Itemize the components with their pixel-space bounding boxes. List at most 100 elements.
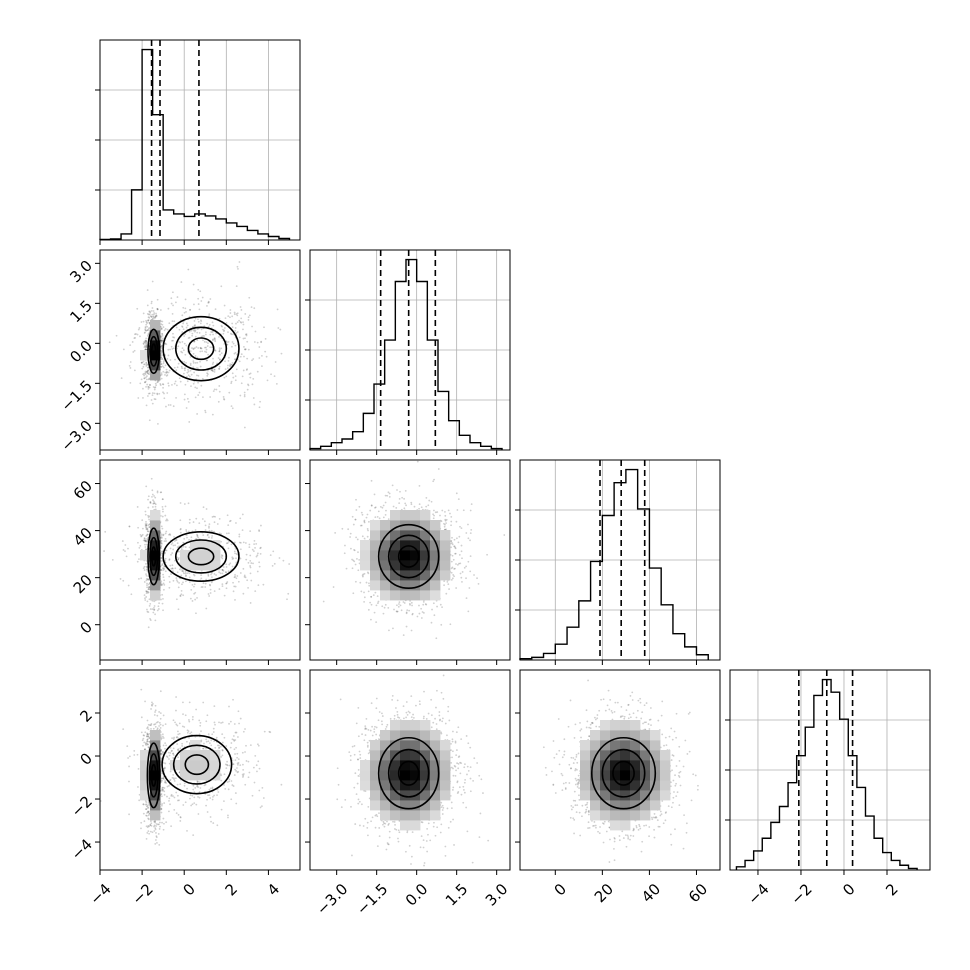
sample-point <box>162 569 165 572</box>
density-cell <box>390 530 401 541</box>
sample-point <box>384 603 387 606</box>
sample-point <box>151 392 154 394</box>
sample-point <box>163 579 166 582</box>
sample-point <box>201 377 204 380</box>
sample-point <box>367 572 370 575</box>
sample-point <box>169 348 171 351</box>
sample-point <box>182 349 185 352</box>
sample-point <box>260 340 263 343</box>
sample-point <box>399 490 401 493</box>
sample-point <box>235 368 238 371</box>
sample-point <box>187 530 190 533</box>
sample-point <box>280 352 283 355</box>
sample-point <box>185 326 188 329</box>
sample-point <box>183 398 186 401</box>
sample-point <box>147 588 150 591</box>
sample-point <box>147 328 150 330</box>
sample-point <box>200 384 203 387</box>
sample-point <box>144 380 147 383</box>
sample-point <box>156 422 159 425</box>
sample-point <box>182 713 184 716</box>
sample-point <box>141 361 144 364</box>
sample-point <box>252 550 255 552</box>
sample-point <box>145 838 148 840</box>
sample-point <box>174 544 177 547</box>
contour-line <box>150 343 157 360</box>
sample-point <box>129 344 132 346</box>
density-cell <box>410 550 421 561</box>
density-cell <box>370 530 381 541</box>
sample-point <box>145 361 148 364</box>
sample-point <box>175 696 177 698</box>
y-tick-label: 20 <box>70 571 96 597</box>
sample-point <box>160 363 163 365</box>
sample-point <box>206 374 209 377</box>
sample-point <box>147 392 150 395</box>
sample-point <box>145 524 147 526</box>
sample-point <box>213 370 216 373</box>
sample-point <box>129 755 131 758</box>
sample-point <box>403 602 406 604</box>
sample-point <box>234 358 236 361</box>
sample-point <box>235 322 237 325</box>
sample-point <box>151 495 153 498</box>
sample-point <box>163 565 166 568</box>
contours <box>147 527 240 586</box>
sample-point <box>145 520 147 523</box>
sample-point <box>388 629 390 632</box>
sample-point <box>137 397 140 399</box>
sample-point <box>147 611 150 614</box>
sample-point <box>161 527 164 530</box>
sample-point <box>153 609 156 611</box>
sample-point <box>142 365 145 368</box>
sample-point <box>358 505 361 508</box>
sample-point <box>225 532 228 535</box>
sample-point <box>397 605 400 608</box>
sample-point <box>369 509 372 512</box>
sample-point <box>451 577 454 580</box>
sample-point <box>231 565 234 568</box>
sample-point <box>242 321 244 324</box>
histogram-panel-4: −4 −2 0 2 <box>725 669 931 908</box>
sample-point <box>153 388 156 391</box>
sample-point <box>194 598 197 601</box>
sample-point <box>176 296 179 298</box>
sample-point <box>460 544 463 547</box>
sample-point <box>367 608 370 611</box>
sample-point <box>207 740 210 743</box>
sample-point <box>146 370 149 373</box>
sample-point <box>171 348 174 350</box>
sample-point <box>188 315 191 318</box>
sample-point <box>178 550 180 553</box>
sample-point <box>159 383 162 385</box>
contour-line <box>162 315 240 382</box>
sample-point <box>208 794 211 797</box>
sample-point <box>221 572 224 575</box>
sample-point <box>370 595 373 598</box>
sample-point <box>197 320 200 323</box>
sample-point <box>221 557 224 560</box>
sample-point <box>155 825 157 827</box>
sample-point <box>233 576 236 579</box>
sample-point <box>396 610 398 613</box>
sample-point <box>182 322 185 325</box>
sample-point <box>354 518 357 521</box>
sample-point <box>149 724 151 727</box>
panel-background <box>100 250 300 450</box>
sample-point <box>450 520 453 523</box>
sample-point <box>418 503 421 506</box>
sample-point <box>193 303 195 306</box>
sample-point <box>220 324 223 327</box>
sample-point <box>240 309 243 311</box>
sample-point <box>144 381 146 384</box>
sample-point <box>374 591 377 594</box>
sample-point <box>263 730 266 733</box>
sample-point <box>161 593 164 596</box>
sample-point <box>422 612 425 614</box>
sample-point <box>354 563 357 566</box>
sample-point <box>221 721 224 724</box>
sample-point <box>165 744 168 747</box>
sample-point <box>177 733 180 736</box>
sample-point <box>115 334 118 337</box>
sample-point <box>146 530 149 533</box>
